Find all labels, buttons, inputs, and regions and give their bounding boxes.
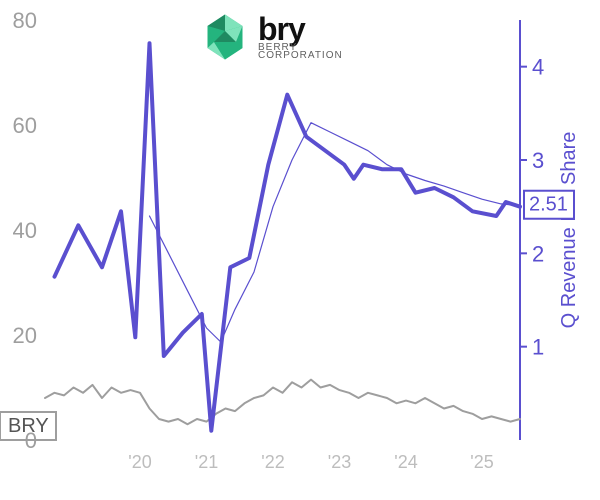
x-tick-label: '23 bbox=[328, 452, 351, 472]
left-tick-label: 80 bbox=[13, 8, 37, 33]
price-line bbox=[45, 380, 520, 425]
right-tick-label: 2 bbox=[532, 241, 544, 266]
left-tick-label: 20 bbox=[13, 323, 37, 348]
logo-icosahedron-icon bbox=[200, 12, 250, 62]
right-axis-title: Q Revenue Per Share bbox=[558, 132, 580, 329]
right-tick-label: 3 bbox=[532, 148, 544, 173]
left-tick-label: 60 bbox=[13, 113, 37, 138]
ticker-text: BRY bbox=[8, 415, 49, 437]
chart-container: 0204060801234Q Revenue Per Share'20'21'2… bbox=[0, 0, 600, 500]
x-tick-label: '21 bbox=[195, 452, 218, 472]
right-tick-label: 4 bbox=[532, 55, 544, 80]
chart-svg: 0204060801234Q Revenue Per Share'20'21'2… bbox=[0, 0, 600, 500]
x-tick-label: '24 bbox=[394, 452, 417, 472]
left-tick-label: 40 bbox=[13, 218, 37, 243]
logo-name: bry bbox=[258, 13, 343, 45]
x-tick-label: '20 bbox=[128, 452, 151, 472]
value-text: 2.51 bbox=[529, 194, 568, 216]
x-tick-label: '25 bbox=[470, 452, 493, 472]
x-tick-label: '22 bbox=[261, 452, 284, 472]
logo-text-block: bry BERRY CORPORATION bbox=[258, 13, 343, 61]
right-tick-label: 1 bbox=[532, 335, 544, 360]
logo-subtitle-2: CORPORATION bbox=[258, 51, 343, 61]
company-logo: bry BERRY CORPORATION bbox=[200, 12, 343, 62]
rps-thick-line bbox=[55, 43, 521, 430]
